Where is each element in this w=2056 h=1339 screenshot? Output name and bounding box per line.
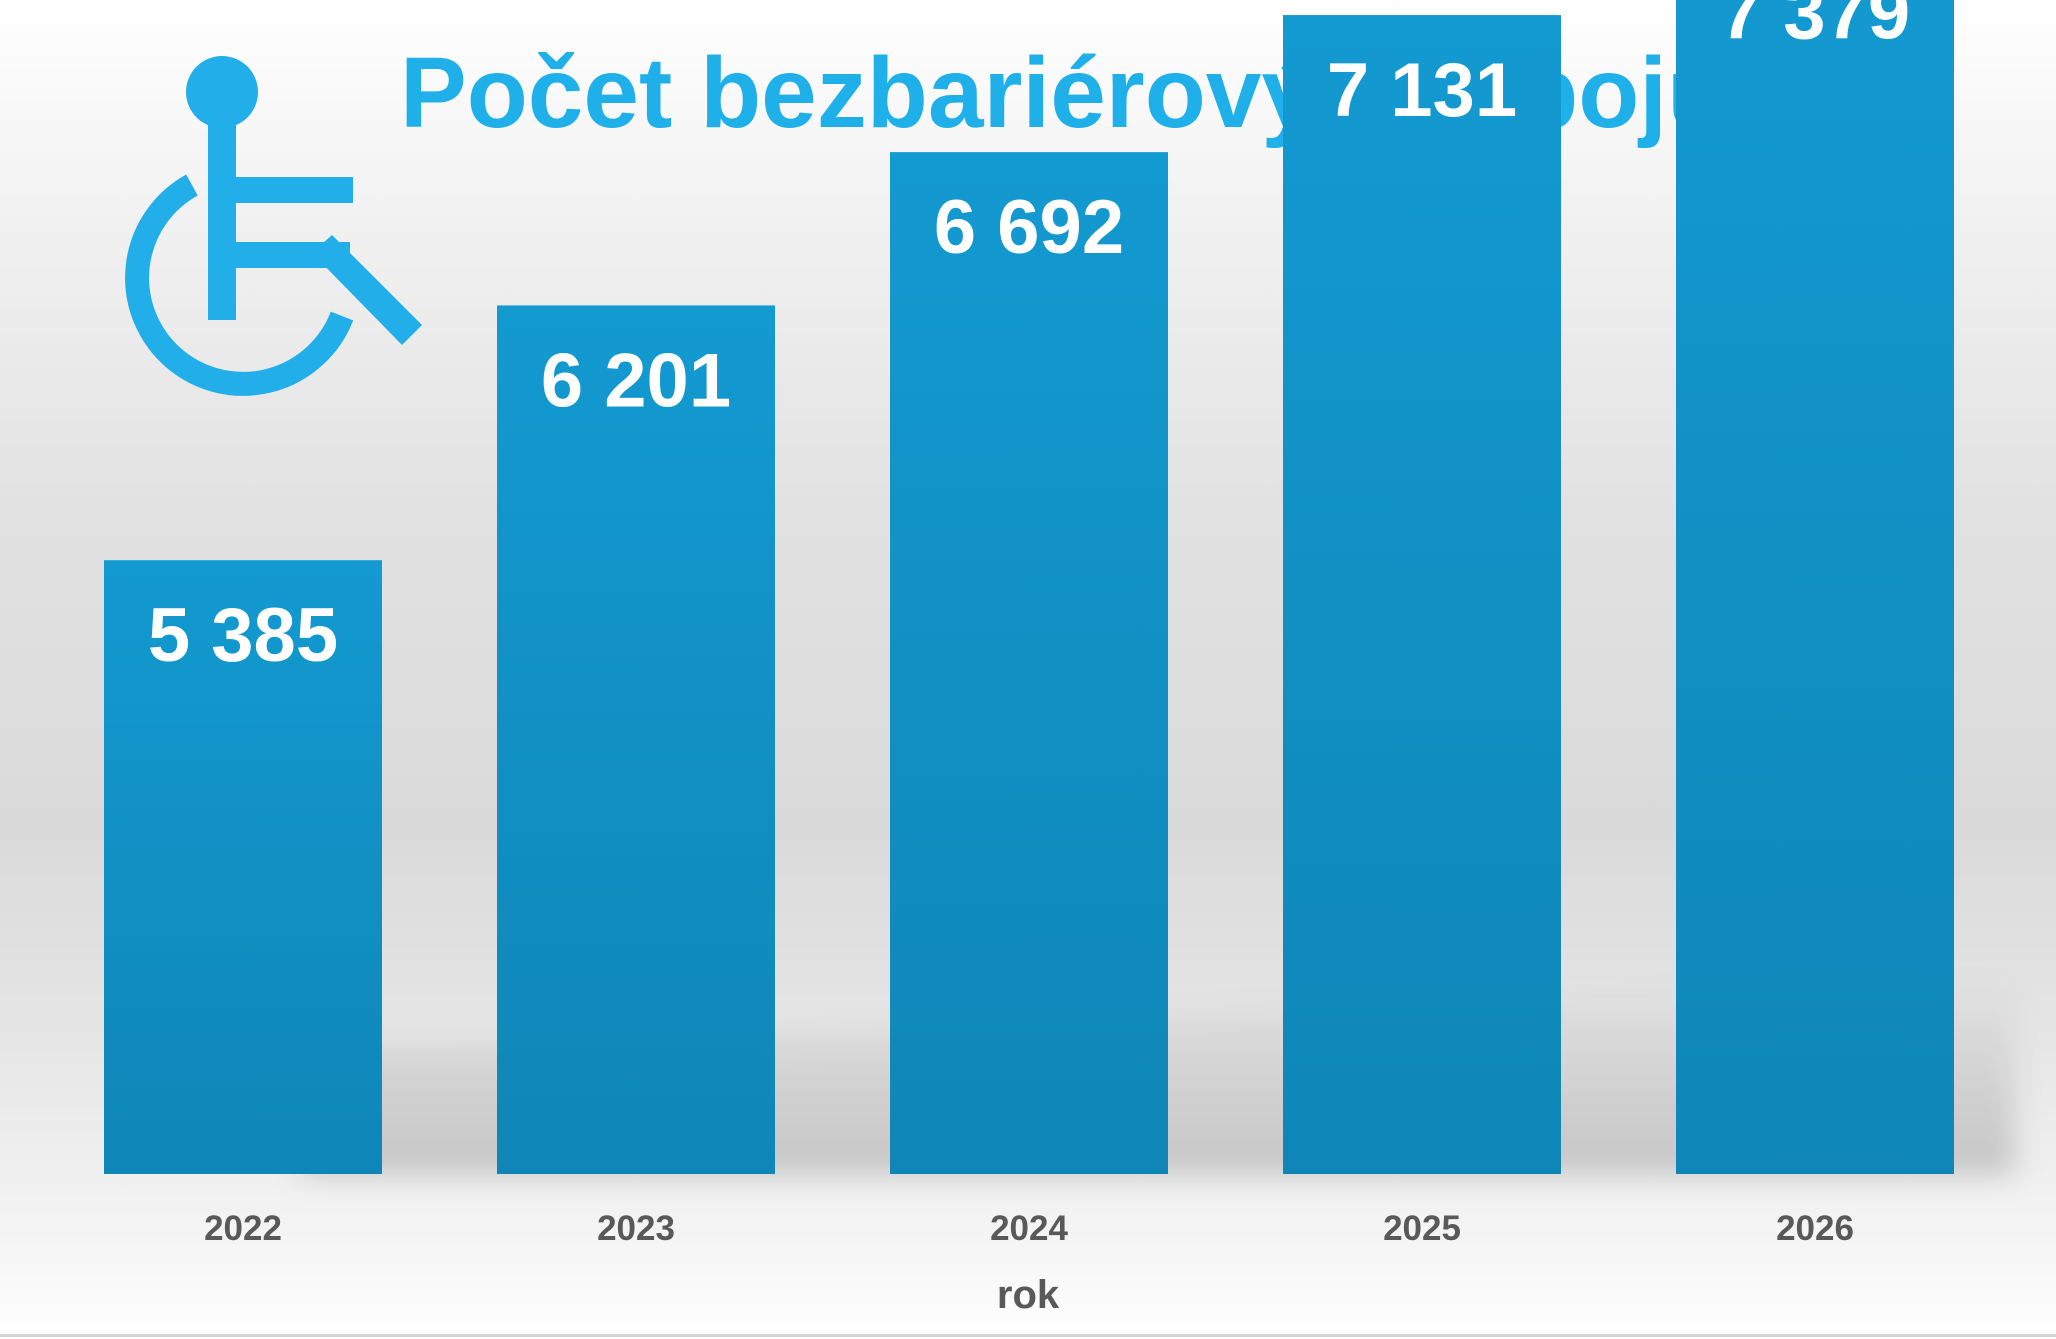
bar-2023 [497,305,775,1174]
bar-value-label: 7 379 [1720,0,1910,56]
x-tick-label: 2026 [1776,1209,1854,1248]
wheelchair-icon [125,56,422,396]
x-tick-label: 2025 [1383,1209,1461,1248]
x-axis-title: rok [997,1273,1060,1317]
x-tick-label: 2024 [990,1209,1068,1248]
bar-value-label: 7 131 [1327,48,1517,133]
bar-2025 [1283,15,1561,1174]
bar-2024 [890,152,1168,1174]
bar-2026 [1676,0,1954,1174]
bottom-border [0,1334,2056,1337]
bar-value-label: 6 201 [541,338,731,423]
bar-value-label: 5 385 [148,593,338,678]
bar-2022 [104,560,382,1174]
bar-value-label: 6 692 [934,185,1124,270]
x-tick-label: 2023 [597,1209,675,1248]
x-tick-label: 2022 [204,1209,282,1248]
